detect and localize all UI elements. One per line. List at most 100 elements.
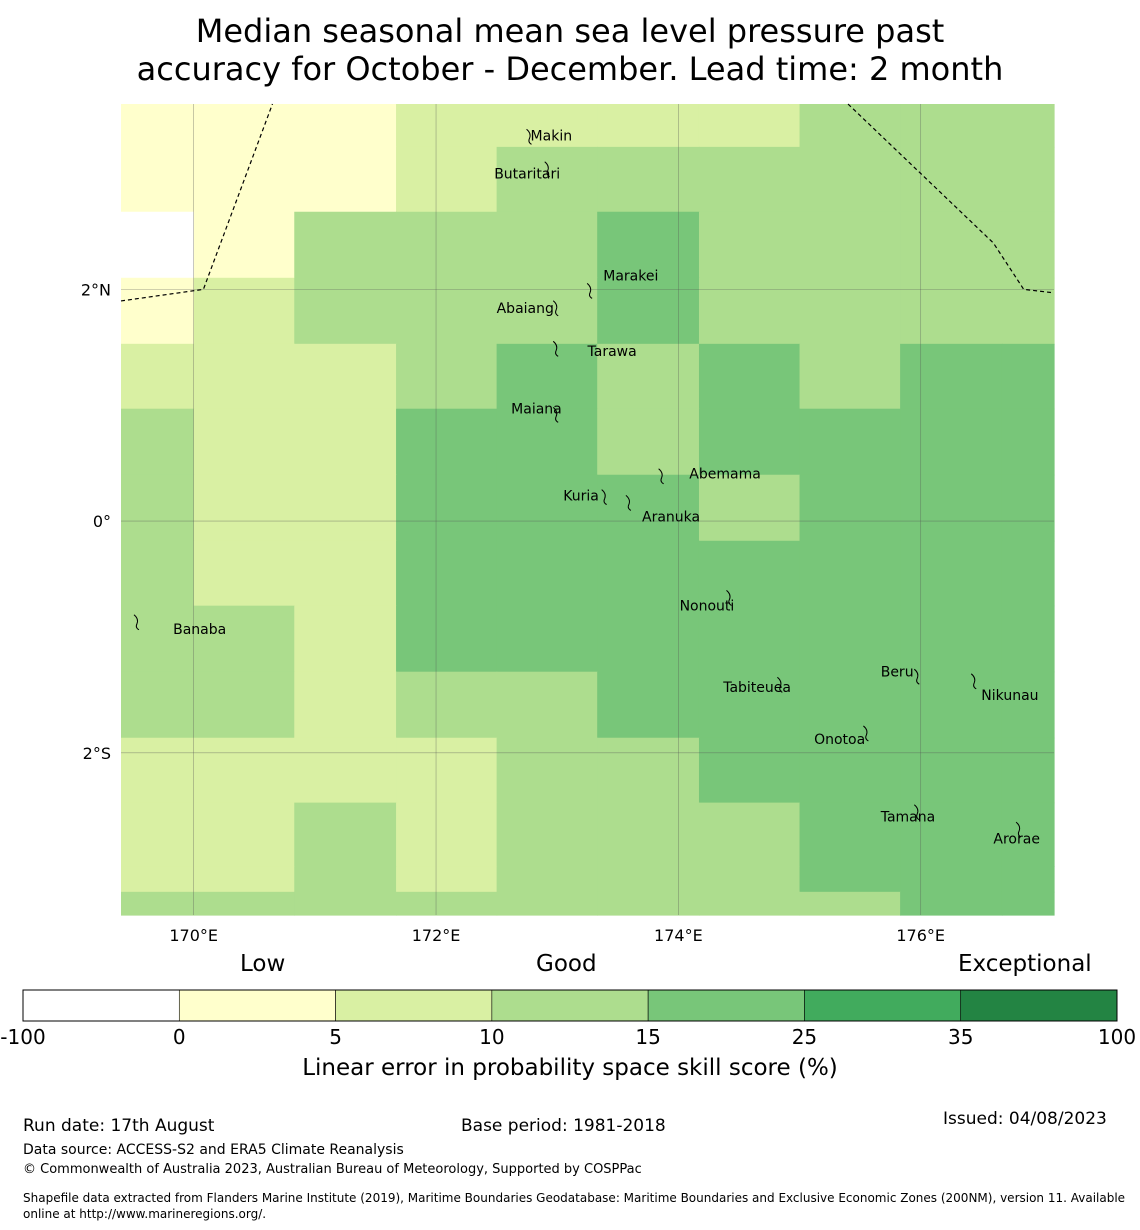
skill-cell [496,408,598,476]
skill-cell [698,737,801,804]
skill-cell [698,104,801,148]
skill-cell [597,211,700,279]
skill-cell [294,605,397,673]
skill-cell [193,540,295,607]
skill-cell [396,802,498,867]
skill-cell [121,343,195,410]
skill-cell [799,211,901,279]
shapefile-credit-1: Shapefile data extracted from Flanders M… [23,1191,1126,1205]
skill-cell [799,104,901,148]
colorbar-tick-label: 35 [947,1025,974,1049]
skill-cell [799,671,901,739]
skill-cell [121,146,195,213]
island-outline [552,406,559,423]
island-outline [544,161,550,178]
skill-cell [1001,474,1055,542]
skill-cell [900,277,1003,345]
skill-cell [799,866,901,893]
skill-cell [294,343,397,410]
island-label: Tarawa [587,344,637,360]
island-label: Tabiteuea [722,680,791,696]
skill-cell [597,408,700,476]
skill-cell [900,540,1003,607]
islands-layer: Makin Butaritari Marakei Abaiang Tarawa Maian… [133,128,1040,848]
skill-cell [698,343,801,410]
island-outline [552,300,559,317]
skill-cell [496,146,598,213]
skill-cell [294,866,397,893]
colorbar-frame [22,989,1118,1022]
title-line-2: accuracy for October - December. Lead ti… [136,50,1004,88]
skill-cell [396,891,498,916]
skill-cell [496,343,598,410]
skill-cell [193,605,295,673]
skill-cell [294,104,397,148]
skill-grid [121,104,1055,916]
map-axes: 170°E 172°E 174°E 176°E 2°N 0° 2°S [81,280,945,945]
colorbar-tick-label: 100 [1097,1025,1137,1049]
island-outline [133,614,140,631]
shapefile-credit-2: online at http://www.marineregions.org/. [23,1207,267,1221]
skill-cell [193,737,295,804]
skill-cell [294,540,397,607]
island-outline [601,489,607,506]
skill-cell [294,802,397,867]
skill-cell [496,540,598,607]
island-label: Onotoa [814,732,865,748]
eez-boundary-line [847,103,1055,294]
skill-cell [121,211,195,279]
skill-cell [698,540,801,607]
skill-cell [698,211,801,279]
skill-cell [900,146,1003,213]
lon-tick-label: 176°E [896,926,945,945]
island-label: Abaiang [497,301,554,317]
skill-cell [799,343,901,410]
skill-cell [900,891,1003,916]
skill-cell [121,866,195,893]
island-outline [526,128,532,145]
skill-cell [496,104,598,148]
skill-cell [698,891,801,916]
skill-cell [193,866,295,893]
skill-cell [698,671,801,739]
island-outline [625,494,632,511]
skill-cell [496,671,598,739]
skill-cell [799,891,901,916]
skill-cell [294,211,397,279]
island-label: Aranuka [642,509,700,525]
skill-cell [294,474,397,542]
skill-cell [496,277,598,345]
skill-cell [193,146,295,213]
skill-cell [496,866,598,893]
skill-cell [597,540,700,607]
lon-tick-label: 172°E [412,926,461,945]
skill-cell [294,408,397,476]
island-label: Butaritari [494,167,560,183]
skill-cell [799,540,901,607]
skill-cell [396,474,498,542]
colorbar [22,989,1118,1022]
skill-cell [597,891,700,916]
run-date: Run date: 17th August [23,1116,215,1136]
island-outline [726,590,732,606]
colorbar-label-exceptional: Exceptional [958,951,1092,977]
lon-tick-label: 170°E [169,926,218,945]
skill-cell [597,866,700,893]
island-label: Abemama [689,467,761,483]
skill-cell [396,671,498,739]
skill-cell [294,277,397,345]
skill-cell [193,802,295,867]
skill-cell [900,104,1003,148]
island-label: Nonouti [680,599,735,615]
skill-cell [193,408,295,476]
skill-cell [799,474,901,542]
skill-cell [193,671,295,739]
colorbar-tick-label: 10 [479,1025,505,1049]
colorbar-tick-label: 5 [329,1025,342,1049]
skill-cell [121,891,195,916]
skill-cell [698,802,801,867]
skill-cell [121,474,195,542]
colorbar-tick-label: 15 [635,1025,661,1049]
skill-cell [193,343,295,410]
skill-cell [294,146,397,213]
